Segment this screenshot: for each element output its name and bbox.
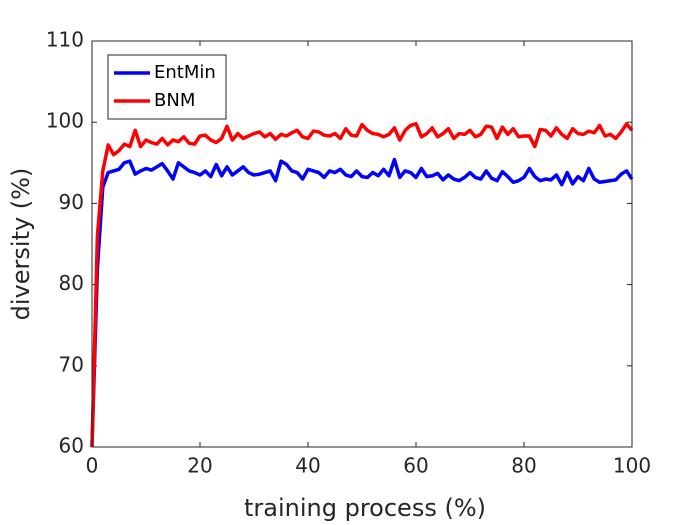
legend-label: EntMin <box>154 62 216 83</box>
series-line <box>90 122 634 448</box>
plot-frame <box>91 40 633 448</box>
x-tick-label: 40 <box>295 454 320 478</box>
series-line <box>90 157 634 448</box>
y-tick-label: 80 <box>59 271 84 295</box>
y-tick-label: 60 <box>59 434 84 458</box>
x-tick-label: 100 <box>613 454 651 478</box>
y-tick-label: 100 <box>46 109 84 133</box>
x-tick-label: 0 <box>86 454 99 478</box>
y-tick-label: 90 <box>59 190 84 214</box>
legend-box <box>107 54 227 120</box>
x-tick-label: 80 <box>511 454 536 478</box>
x-axis-label: training process (%) <box>244 494 486 522</box>
y-tick-label: 110 <box>46 28 84 52</box>
x-tick-label: 60 <box>403 454 428 478</box>
x-tick-label: 20 <box>187 454 212 478</box>
y-axis-label: diversity (%) <box>7 168 35 321</box>
y-tick-label: 70 <box>59 352 84 376</box>
legend-label: BNM <box>154 90 195 111</box>
